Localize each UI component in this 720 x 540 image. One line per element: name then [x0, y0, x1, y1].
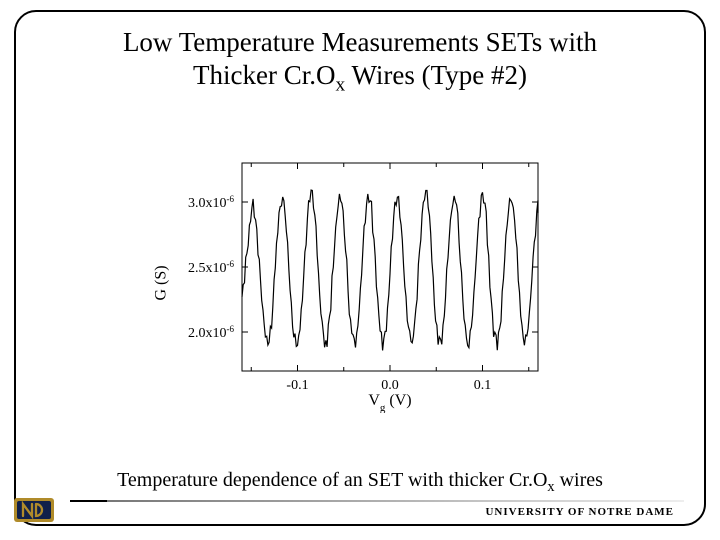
svg-text:3.0x10-6: 3.0x10-6	[188, 194, 234, 211]
svg-text:0.1: 0.1	[474, 378, 492, 393]
chart-area: G (S) 2.0x10-6 2.5x10-6 3.0x10-6 -0.1 0.0 0.1…	[38, 103, 682, 463]
caption: Temperature dependence of an SET with th…	[38, 469, 682, 496]
nd-logo-icon	[12, 494, 56, 528]
svg-text:2.0x10-6: 2.0x10-6	[188, 324, 234, 341]
svg-text:Vg (V): Vg (V)	[368, 392, 411, 413]
slide-frame: Low Temperature Measurements SETs with T…	[14, 10, 706, 526]
svg-text:-0.1: -0.1	[286, 378, 308, 393]
y-axis-label: G (S)	[153, 265, 171, 300]
footer-divider	[70, 500, 684, 502]
slide-title: Low Temperature Measurements SETs with T…	[38, 26, 682, 97]
svg-text:2.5x10-6: 2.5x10-6	[188, 259, 234, 276]
svg-text:0.0: 0.0	[381, 378, 399, 393]
chart-box: G (S) 2.0x10-62.5x10-63.0x10-6-0.10.00.1…	[170, 153, 550, 413]
footer-text: UNIVERSITY OF NOTRE DAME	[485, 506, 674, 518]
oscillation-chart: 2.0x10-6 2.5x10-6 3.0x10-6 -0.1 0.0 0.1 Vg (V)	[170, 153, 550, 413]
